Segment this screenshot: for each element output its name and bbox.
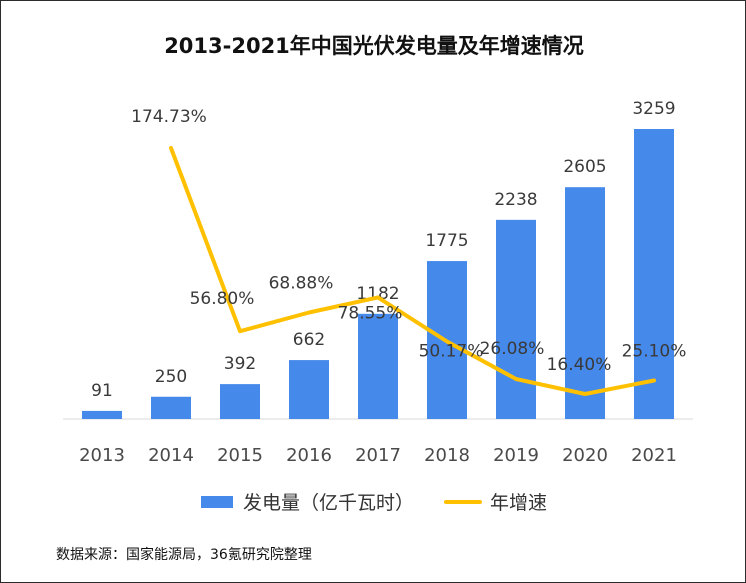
x-tick-2013: 2013 [79, 445, 125, 466]
line-label-2020: 16.40% [547, 355, 612, 375]
line-label-2017: 78.55% [338, 303, 403, 323]
source-note: 数据来源：国家能源局，36氪研究院整理 [56, 547, 312, 563]
bar-label-2020: 2605 [563, 157, 606, 177]
bar-2019 [496, 219, 536, 419]
bar-label-2013: 91 [91, 381, 113, 401]
bar-label-2016: 662 [293, 330, 325, 350]
bar-label-2019: 2238 [494, 190, 537, 210]
line-label-2014: 174.73% [131, 107, 207, 127]
x-tick-2019: 2019 [493, 445, 539, 466]
line-label-2021: 25.10% [622, 341, 687, 361]
x-tick-2018: 2018 [424, 445, 470, 466]
legend-line-swatch [444, 499, 482, 504]
bar-label-2021: 3259 [632, 99, 675, 119]
bar-2014 [151, 396, 191, 419]
legend: 发电量（亿千瓦时） 年增速 [1, 488, 745, 515]
line-label-2019: 26.08% [480, 339, 545, 359]
legend-label-growth: 年增速 [490, 492, 548, 514]
bar-label-2018: 1775 [425, 231, 468, 251]
bar-label-2014: 250 [155, 367, 187, 387]
legend-item-growth: 年增速 [414, 488, 547, 515]
legend-bar-swatch [200, 495, 233, 508]
x-tick-2017: 2017 [355, 445, 401, 466]
x-tick-2014: 2014 [148, 445, 194, 466]
bar-2021 [634, 129, 674, 419]
chart-title: 2013-2021年中国光伏发电量及年增速情况 [164, 34, 584, 58]
x-tick-2015: 2015 [217, 445, 263, 466]
bar-2017 [358, 313, 398, 419]
line-label-2015: 56.80% [190, 289, 255, 309]
growth-rate-line [169, 146, 656, 396]
bar-label-2015: 392 [224, 354, 256, 374]
line-label-2016: 68.88% [269, 273, 334, 293]
legend-label-generation: 发电量（亿千瓦时） [242, 492, 414, 514]
bar-2013 [82, 410, 122, 419]
bar-2016 [289, 360, 329, 419]
bar-2020 [565, 187, 605, 419]
x-tick-2021: 2021 [631, 445, 677, 466]
line-label-2018: 50.17% [419, 342, 484, 362]
bar-2015 [220, 384, 260, 419]
x-tick-2020: 2020 [562, 445, 608, 466]
legend-item-generation: 发电量（亿千瓦时） [200, 488, 414, 515]
x-tick-2016: 2016 [286, 445, 332, 466]
